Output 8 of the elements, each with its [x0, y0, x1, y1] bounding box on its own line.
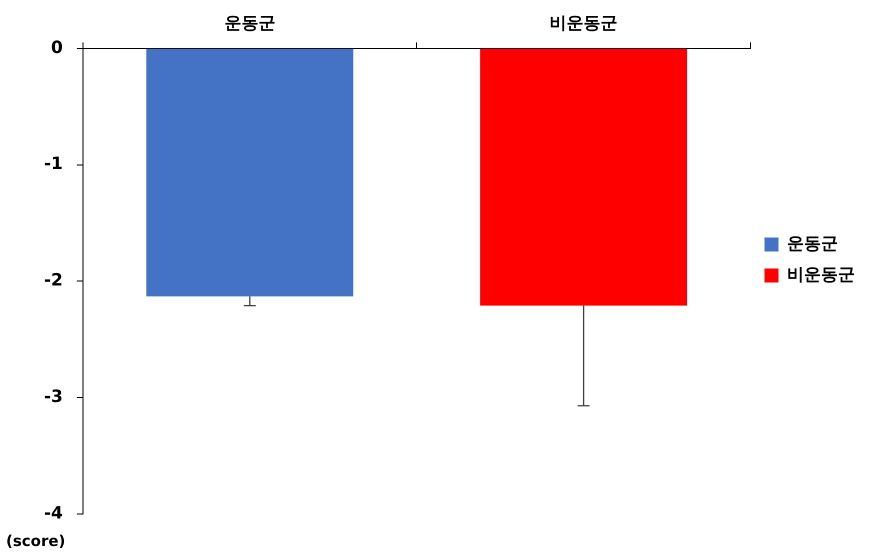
legend-label: 비운동군 — [787, 264, 855, 285]
y-tick-label: -1 — [44, 154, 63, 174]
y-tick-label: 0 — [51, 38, 64, 58]
y-tick-label: -2 — [44, 270, 63, 291]
y-axis-title: (score) — [6, 532, 66, 550]
y-tick-label: -3 — [44, 387, 63, 408]
legend-label: 운동군 — [787, 234, 838, 254]
y-tick-label: -4 — [44, 503, 64, 524]
